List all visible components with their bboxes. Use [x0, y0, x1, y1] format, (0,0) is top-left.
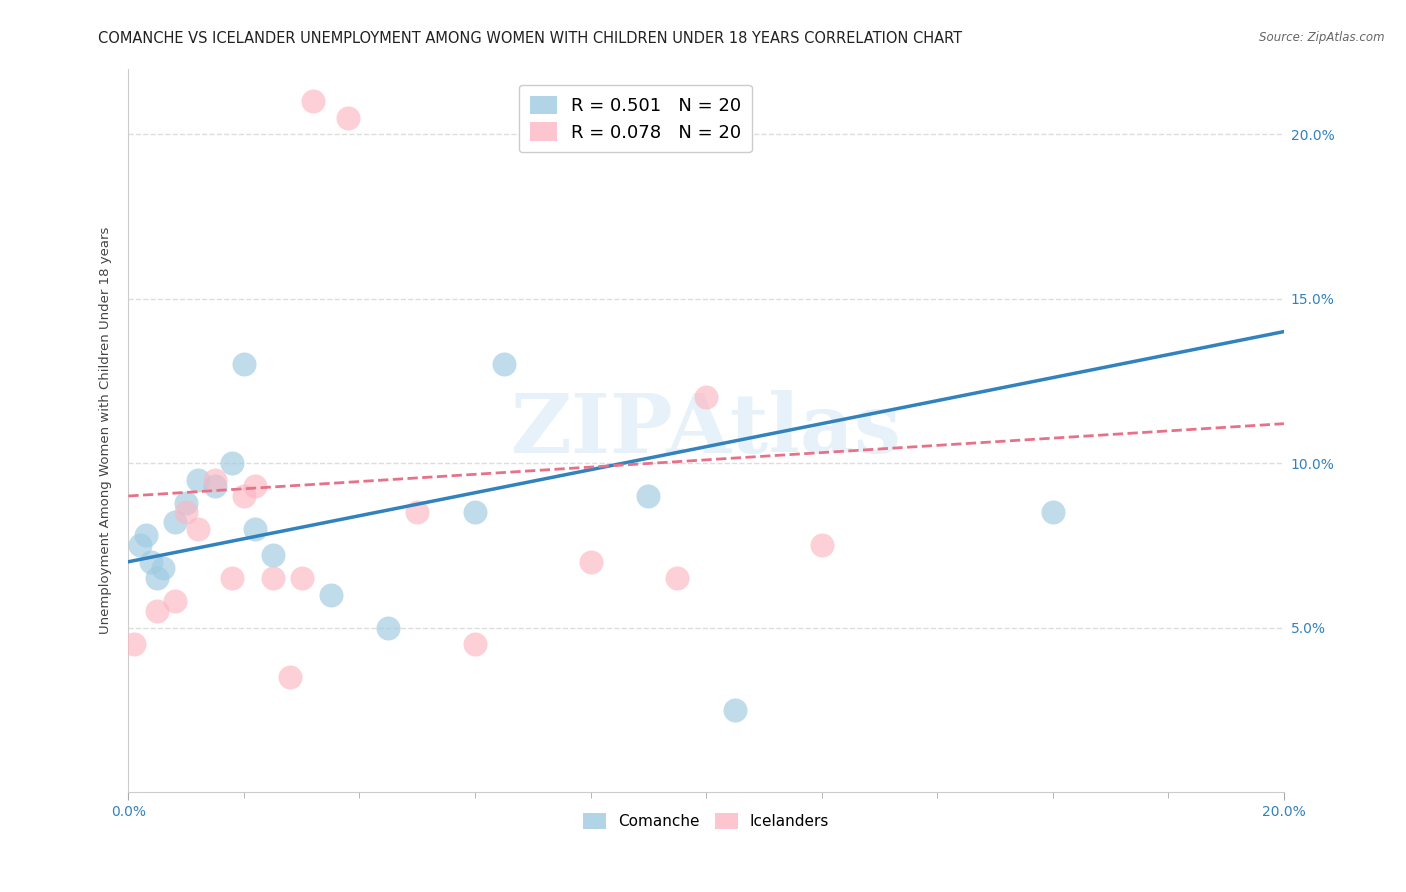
Point [245, 479, 267, 493]
Point [291, 571, 314, 585]
Point [262, 548, 284, 562]
Point [406, 505, 429, 519]
Point [152, 561, 174, 575]
Point [464, 505, 486, 519]
Point [187, 522, 209, 536]
Point [724, 703, 747, 717]
Point [174, 495, 197, 509]
Point [204, 473, 226, 487]
Point [579, 555, 602, 569]
Point [492, 358, 515, 372]
Point [695, 390, 717, 404]
Point [163, 516, 186, 530]
Point [278, 670, 301, 684]
Point [245, 522, 267, 536]
Point [464, 637, 486, 651]
Point [146, 571, 169, 585]
Point [221, 456, 243, 470]
Point [122, 637, 145, 651]
Text: Source: ZipAtlas.com: Source: ZipAtlas.com [1260, 31, 1385, 45]
Point [146, 604, 169, 618]
Point [141, 555, 163, 569]
Point [336, 111, 359, 125]
Point [810, 538, 832, 552]
Point [204, 479, 226, 493]
Text: COMANCHE VS ICELANDER UNEMPLOYMENT AMONG WOMEN WITH CHILDREN UNDER 18 YEARS CORR: COMANCHE VS ICELANDER UNEMPLOYMENT AMONG… [98, 31, 963, 46]
Point [302, 95, 325, 109]
Point [174, 505, 197, 519]
Point [163, 594, 186, 608]
Point [221, 571, 243, 585]
Point [319, 588, 342, 602]
Point [637, 489, 659, 503]
Point [135, 528, 157, 542]
Point [187, 473, 209, 487]
Point [1042, 505, 1064, 519]
Text: ZIPAtlas: ZIPAtlas [510, 390, 901, 470]
Point [262, 571, 284, 585]
Legend: Comanche, Icelanders: Comanche, Icelanders [576, 806, 835, 835]
Point [128, 538, 150, 552]
Y-axis label: Unemployment Among Women with Children Under 18 years: Unemployment Among Women with Children U… [100, 227, 112, 634]
Point [666, 571, 689, 585]
Point [377, 621, 399, 635]
Point [232, 358, 254, 372]
Point [232, 489, 254, 503]
